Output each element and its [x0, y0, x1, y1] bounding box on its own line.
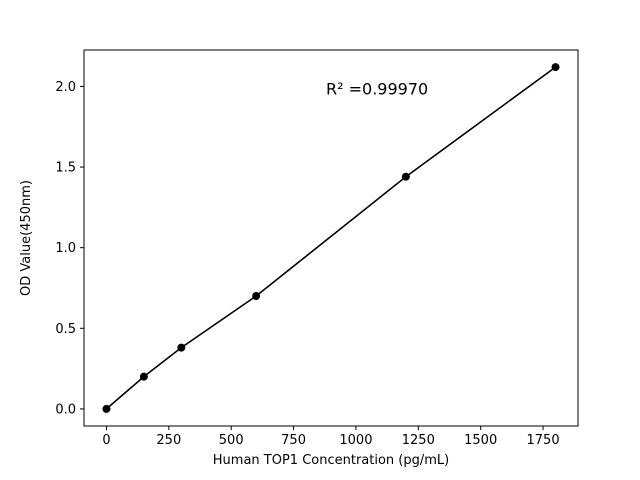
fit-line — [105, 66, 557, 410]
data-point-marker — [177, 343, 186, 352]
y-tick-label: 0.0 — [55, 402, 76, 417]
x-tick-label: 1750 — [527, 433, 560, 448]
x-tick-label: 1000 — [339, 433, 372, 448]
y-tick-label: 1.0 — [55, 241, 76, 256]
data-point-marker — [401, 172, 410, 181]
axes-spines — [83, 49, 579, 427]
x-tick-label: 1250 — [402, 433, 435, 448]
r-squared-annotation: R² =0.99970 — [326, 80, 428, 99]
data-point-marker — [252, 292, 261, 301]
x-tick-label: 1500 — [464, 433, 497, 448]
y-tick-label: 2.0 — [55, 80, 76, 95]
x-tick-label: 0 — [102, 433, 110, 448]
data-point-marker — [102, 404, 111, 413]
y-tick-label: 1.5 — [55, 161, 76, 176]
y-axis-label: OD Value(450nm) — [19, 180, 34, 296]
y-tick-label: 0.5 — [55, 322, 76, 337]
x-axis-label: Human TOP1 Concentration (pg/mL) — [213, 453, 449, 468]
x-tick-label: 750 — [281, 433, 306, 448]
data-point-marker — [139, 372, 148, 381]
x-tick-label: 250 — [156, 433, 181, 448]
data-point-marker — [551, 63, 560, 72]
x-tick-label: 500 — [219, 433, 244, 448]
